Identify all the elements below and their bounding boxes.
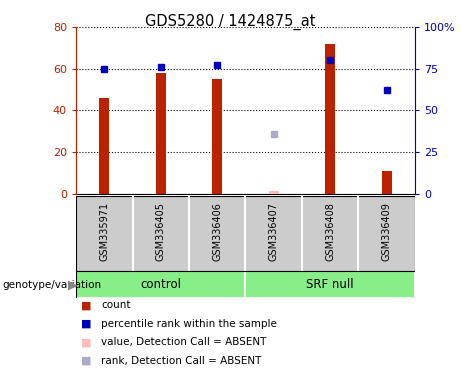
- Bar: [245, 271, 415, 298]
- Text: control: control: [140, 278, 181, 291]
- Text: GSM336407: GSM336407: [269, 202, 279, 261]
- Bar: [382, 171, 392, 194]
- Text: ■: ■: [81, 337, 91, 347]
- Text: GSM336406: GSM336406: [212, 202, 222, 261]
- Text: ■: ■: [81, 356, 91, 366]
- Text: value, Detection Call = ABSENT: value, Detection Call = ABSENT: [101, 337, 267, 347]
- Text: count: count: [101, 300, 131, 310]
- Text: percentile rank within the sample: percentile rank within the sample: [101, 319, 278, 329]
- Bar: [212, 79, 222, 194]
- Bar: [325, 43, 335, 194]
- Text: SRF null: SRF null: [307, 278, 354, 291]
- Text: GSM335971: GSM335971: [99, 202, 109, 261]
- Text: ▶: ▶: [68, 278, 78, 291]
- Text: genotype/variation: genotype/variation: [2, 280, 101, 290]
- Text: GSM336409: GSM336409: [382, 202, 392, 261]
- Bar: [76, 271, 245, 298]
- Text: GSM336405: GSM336405: [156, 202, 166, 261]
- Text: GDS5280 / 1424875_at: GDS5280 / 1424875_at: [145, 13, 316, 30]
- Bar: [269, 191, 279, 194]
- Text: ■: ■: [81, 319, 91, 329]
- Bar: [156, 73, 166, 194]
- Text: rank, Detection Call = ABSENT: rank, Detection Call = ABSENT: [101, 356, 262, 366]
- Bar: [99, 98, 109, 194]
- Text: GSM336408: GSM336408: [325, 202, 335, 261]
- Text: ■: ■: [81, 300, 91, 310]
